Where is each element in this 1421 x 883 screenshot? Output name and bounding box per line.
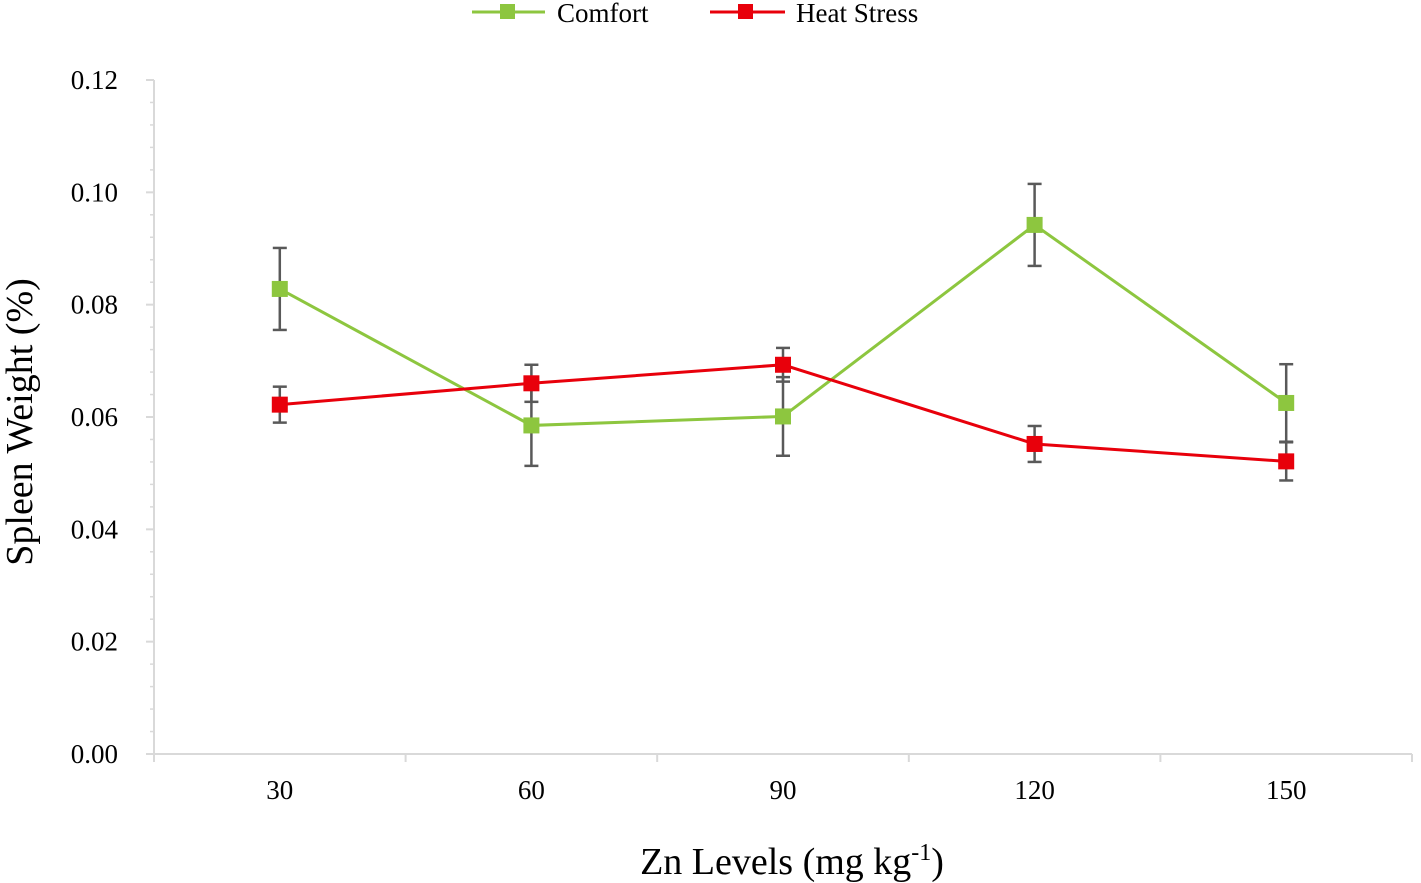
data-point-comfort xyxy=(523,417,540,434)
y-tick-label: 0.06 xyxy=(71,402,118,432)
data-point-comfort xyxy=(1278,394,1295,411)
legend-item-comfort: Comfort xyxy=(472,0,649,28)
data-point-comfort xyxy=(271,280,288,297)
data-point-heat-stress xyxy=(523,375,540,392)
x-axis-title-suffix: ) xyxy=(931,841,944,883)
x-tick-label: 90 xyxy=(770,775,797,805)
legend: Comfort Heat Stress xyxy=(472,0,918,28)
x-tick-label: 30 xyxy=(266,775,293,805)
y-ticks: 0.00 0.02 0.04 0.06 0.08 0.10 0.12 xyxy=(71,65,154,769)
series-comfort xyxy=(271,182,1295,468)
x-tick-label: 60 xyxy=(518,775,545,805)
legend-marker-heat-stress xyxy=(738,4,753,19)
x-axis-title: Zn Levels (mg kg-1) xyxy=(640,840,944,883)
legend-marker-comfort xyxy=(500,4,515,19)
x-tick-label: 150 xyxy=(1266,775,1307,805)
data-point-heat-stress xyxy=(775,356,791,373)
axes: 0.00 0.02 0.04 0.06 0.08 0.10 0.12 30 60 90 120 15… xyxy=(71,65,1413,805)
y-tick-label: 0.12 xyxy=(71,65,118,95)
data-point-heat-stress xyxy=(1026,435,1043,452)
data-point-comfort xyxy=(1026,216,1043,233)
legend-item-heat-stress: Heat Stress xyxy=(710,0,918,28)
legend-label-heat-stress: Heat Stress xyxy=(796,0,918,28)
legend-label-comfort: Comfort xyxy=(557,0,649,28)
series-layer xyxy=(271,182,1295,482)
x-axis-title-superscript: -1 xyxy=(911,840,931,866)
data-point-heat-stress xyxy=(1278,453,1295,470)
x-tick-label: 120 xyxy=(1014,775,1055,805)
y-tick-label: 0.04 xyxy=(71,514,119,544)
y-tick-label: 0.10 xyxy=(71,177,118,207)
data-point-comfort xyxy=(775,408,791,425)
data-point-heat-stress xyxy=(271,396,288,413)
x-ticks: 30 60 90 120 150 xyxy=(153,754,1413,805)
x-axis-title-main: Zn Levels (mg kg xyxy=(640,841,911,883)
y-tick-label: 0.02 xyxy=(71,627,118,657)
y-tick-label: 0.08 xyxy=(71,290,118,320)
series-heat-stress xyxy=(271,346,1295,482)
y-axis-title: Spleen Weight (%) xyxy=(0,278,41,566)
y-tick-label: 0.00 xyxy=(71,739,118,769)
